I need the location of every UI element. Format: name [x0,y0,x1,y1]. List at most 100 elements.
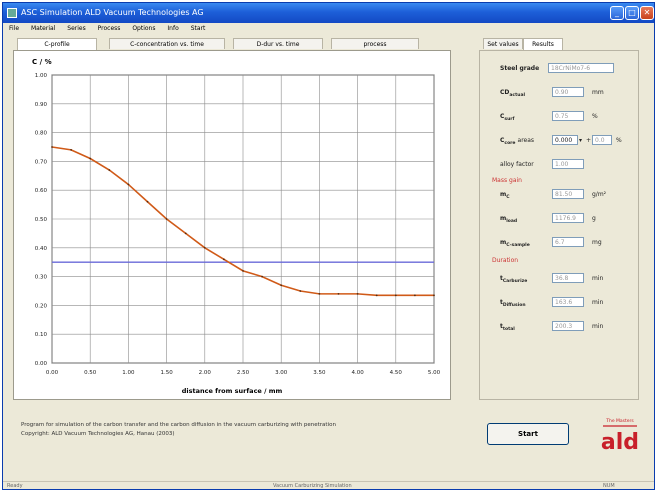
mass-gain-title: Mass gain [492,177,522,184]
data-point [108,169,111,171]
menu-file[interactable]: File [9,25,20,32]
alloy-label: alloy factor [500,161,534,168]
carbon-profile-chart: 0.00 0.10 0.20 0.30 0.40 0.50 0.60 0.70 0.80 0.90… [32,58,441,395]
c-core-unit: % [616,137,622,144]
tab-c-profile[interactable]: C-profile [17,38,97,50]
y-tick-label: 0.70 [35,159,48,165]
data-point [89,157,92,160]
program-description: Program for simulation of the carbon tra… [21,422,336,428]
status-num: NUM [603,483,615,489]
m-c-sample-sub: C-sample [506,243,530,249]
c-core-extra: areas [517,137,535,144]
cd-sub: actual [509,93,526,99]
menu-material[interactable]: Material [30,25,56,32]
steel-grade-field[interactable]: 18CrNiMo7-6 [548,63,614,73]
duration-title: Duration [492,257,519,264]
menu-series[interactable]: Series [67,25,86,32]
data-point [375,294,378,297]
c-core-plus: + [586,137,592,144]
m-c-sample-field[interactable]: 6.7 [552,237,584,247]
tab-results[interactable]: Results [523,38,563,50]
y-tick-label: 0.10 [35,332,48,338]
data-point [280,284,283,287]
y-tick-label: 0.40 [35,246,48,252]
chart-panel: 0.00 0.10 0.20 0.30 0.40 0.50 0.60 0.70 0.80 0.90… [13,50,451,400]
m-load-field[interactable]: 1176.9 [552,213,584,223]
c-surf-unit: % [592,113,598,120]
y-tick-label: 0.30 [35,275,48,281]
program-info: Program for simulation of the carbon tra… [21,421,441,439]
x-tick-label: 0.00 [46,370,59,376]
y-tick-label: 0.00 [35,361,48,367]
x-tick-label: 3.00 [275,370,288,376]
tab-process[interactable]: process [331,38,419,49]
tab-dur-vs-time[interactable]: D-dur vs. time [233,38,323,49]
tab-concentration-vs-time[interactable]: C-concentration vs. time [109,38,225,49]
c-surf-field[interactable]: 0.75 [552,111,584,121]
y-tick-label: 0.20 [35,303,48,309]
data-point [356,292,359,295]
data-point [261,275,263,278]
x-tick-label: 1.00 [122,370,135,376]
t-total-field[interactable]: 200.3 [552,321,584,331]
data-point [414,294,416,297]
start-button[interactable]: Start [487,423,569,445]
y-tick-label: 1.00 [35,73,48,79]
cd-field[interactable]: 0.90 [552,87,584,97]
c-core-select[interactable]: 0.000 [552,135,578,145]
x-tick-label: 4.00 [351,370,364,376]
logo-tagline: The Masters [605,418,634,424]
cd-label: CD [500,89,510,96]
maximize-icon[interactable]: □ [625,6,639,20]
m-c-field[interactable]: 81.50 [552,189,584,199]
cd-unit: mm [592,89,604,96]
t-total-unit: min [592,323,604,330]
steel-grade-label: Steel grade [500,65,540,72]
x-tick-label: 2.00 [199,370,212,376]
x-tick-label: 4.50 [390,370,403,376]
results-panel: Steel grade 18CrNiMo7-6 CDactual 0.90 mm… [479,50,639,400]
menu-info[interactable]: Info [167,25,179,32]
status-info: Vacuum Carburizing Simulation [273,483,352,489]
x-tick-label: 0.50 [84,370,97,376]
menu-start[interactable]: Start [190,25,206,32]
menu-process[interactable]: Process [97,25,121,32]
minimize-icon[interactable]: _ [610,6,624,20]
c-surf-sub: surf [504,117,515,123]
m-c-sample-unit: mg [592,239,602,246]
data-point [203,246,206,249]
status-bar: Ready Vacuum Carburizing Simulation NUM [3,481,654,490]
data-point [127,183,130,186]
t-carb-label: t [500,275,503,282]
title-bar: ASC Simulation ALD Vacuum Technologies A… [3,3,654,23]
t-total-label: t [500,323,503,330]
t-carb-field[interactable]: 36.8 [552,273,584,283]
y-tick-label: 0.50 [35,217,48,223]
x-tick-label: 3.50 [313,370,326,376]
data-point [242,269,244,272]
logo-text: ald [601,430,639,455]
data-point [433,294,435,297]
tab-set-values[interactable]: Set values [483,38,523,49]
ald-logo: The Masters ald [601,418,639,455]
data-point [165,218,168,220]
menu-bar: File Material Series Process Options Inf… [3,23,654,35]
data-point [70,148,72,151]
c-core-dropdown-icon[interactable]: ▾ [579,137,583,144]
t-diff-field[interactable]: 163.6 [552,297,584,307]
alloy-field[interactable]: 1.00 [552,159,584,169]
data-point [184,232,187,235]
data-point [51,146,53,148]
t-diff-sub: Diffusion [502,303,526,309]
x-tick-label: 2.50 [237,370,250,376]
m-c-unit: g/m² [592,191,607,198]
y-tick-label: 0.80 [35,131,48,137]
m-c-sub: C [506,195,510,201]
menu-options[interactable]: Options [132,25,156,32]
t-carb-unit: min [592,275,604,282]
c-surf-label: C [500,113,505,120]
c-core-offset-field[interactable]: 0.0 [592,135,612,145]
x-tick-label: 5.00 [428,370,441,376]
c-core-sub: core [504,141,516,147]
close-icon[interactable]: ✕ [640,6,654,20]
